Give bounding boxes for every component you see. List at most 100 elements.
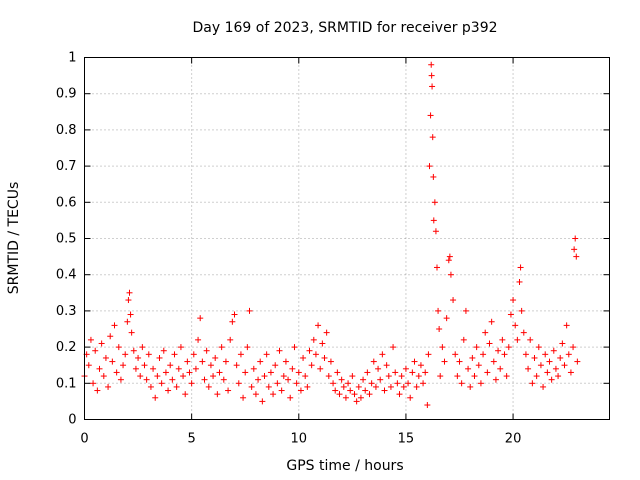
data-point — [559, 340, 566, 347]
data-point — [347, 387, 354, 394]
data-point — [295, 369, 302, 376]
grid — [84, 57, 610, 420]
data-point — [125, 297, 132, 304]
axis-ticks: 00.10.20.30.40.50.60.70.80.910 5 10 15 20 — [56, 51, 610, 447]
data-point — [345, 380, 352, 387]
data-point — [180, 373, 187, 380]
data-point — [375, 365, 382, 372]
data-point — [257, 358, 264, 365]
data-point — [465, 365, 472, 372]
data-point — [548, 376, 555, 383]
data-point — [135, 354, 142, 361]
data-point — [274, 380, 281, 387]
data-point — [237, 351, 244, 358]
data-point — [471, 373, 478, 380]
data-point — [100, 373, 107, 380]
data-point — [205, 383, 212, 390]
data-point — [550, 347, 557, 354]
data-point — [167, 362, 174, 369]
data-point — [287, 394, 294, 401]
data-point — [417, 362, 424, 369]
data-point — [480, 351, 487, 358]
x-tick-label: 10 — [291, 432, 308, 447]
data-point — [229, 318, 236, 325]
data-point — [430, 217, 437, 224]
data-point — [505, 344, 512, 351]
y-tick-label: 0.9 — [56, 87, 77, 102]
data-point — [447, 271, 454, 278]
data-point — [563, 322, 570, 329]
data-point — [353, 398, 360, 405]
data-point — [137, 373, 144, 380]
data-point — [102, 354, 109, 361]
data-point — [398, 373, 405, 380]
data-point — [225, 387, 232, 394]
data-point — [366, 391, 373, 398]
data-point — [199, 358, 206, 365]
data-point — [507, 311, 514, 318]
data-point — [255, 376, 262, 383]
data-point — [445, 257, 452, 264]
data-point — [385, 373, 392, 380]
plot-frame — [84, 57, 610, 420]
x-tick-label: 15 — [398, 432, 415, 447]
data-point — [336, 391, 343, 398]
data-point — [233, 362, 240, 369]
data-point — [561, 362, 568, 369]
data-point — [370, 358, 377, 365]
data-point — [355, 383, 362, 390]
data-point — [552, 365, 559, 372]
data-point — [165, 387, 172, 394]
y-tick-label: 0.6 — [56, 195, 77, 210]
data-point — [139, 344, 146, 351]
data-point — [220, 376, 227, 383]
data-point — [323, 329, 330, 336]
data-point — [105, 383, 112, 390]
data-point — [90, 380, 97, 387]
data-point — [488, 318, 495, 325]
data-point — [407, 394, 414, 401]
data-point — [518, 307, 525, 314]
data-point — [567, 369, 574, 376]
data-point — [460, 336, 467, 343]
data-point — [145, 351, 152, 358]
data-point — [330, 380, 337, 387]
data-point — [147, 383, 154, 390]
data-point — [107, 333, 114, 340]
data-point — [529, 380, 536, 387]
data-point — [162, 369, 169, 376]
data-point — [158, 380, 165, 387]
data-point — [92, 347, 99, 354]
data-point — [248, 383, 255, 390]
data-point — [437, 373, 444, 380]
y-tick-label: 0.2 — [56, 340, 77, 355]
y-tick-label: 0.1 — [56, 376, 77, 391]
data-point — [278, 387, 285, 394]
data-point — [458, 380, 465, 387]
data-point — [383, 362, 390, 369]
data-point — [490, 358, 497, 365]
data-point — [218, 344, 225, 351]
data-point — [272, 362, 279, 369]
data-point — [267, 369, 274, 376]
data-point — [300, 354, 307, 361]
data-point — [297, 387, 304, 394]
data-point — [360, 376, 367, 383]
data-point — [201, 376, 208, 383]
data-point — [405, 380, 412, 387]
data-point — [349, 373, 356, 380]
data-point — [392, 369, 399, 376]
data-point — [319, 340, 326, 347]
y-tick-label: 0.7 — [56, 159, 77, 174]
data-point — [424, 402, 431, 409]
data-point — [473, 344, 480, 351]
data-point — [141, 362, 148, 369]
data-point — [535, 344, 542, 351]
data-point — [510, 297, 517, 304]
data-point — [516, 278, 523, 285]
data-point — [540, 383, 547, 390]
data-point — [443, 315, 450, 322]
data-point — [531, 354, 538, 361]
data-point — [261, 373, 268, 380]
